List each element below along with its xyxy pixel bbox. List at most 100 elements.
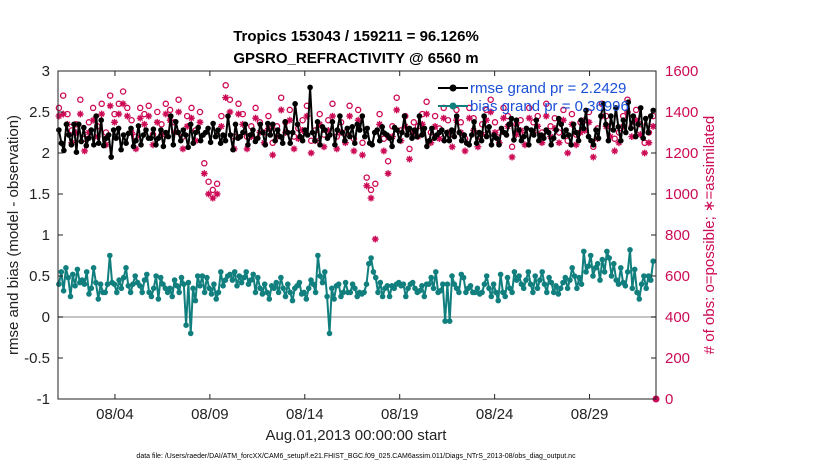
rmse-point bbox=[314, 119, 321, 125]
bias-point bbox=[442, 318, 448, 324]
left-tick-label: 1.5 bbox=[29, 186, 50, 203]
rmse-point bbox=[332, 142, 338, 148]
bias-point bbox=[493, 289, 499, 296]
obs-possible-marker bbox=[196, 108, 204, 116]
rmse-point bbox=[630, 113, 637, 119]
bias-point bbox=[63, 265, 69, 271]
obs-assimilated-marker bbox=[376, 120, 383, 128]
rmse-point bbox=[73, 149, 80, 155]
rmse-point bbox=[173, 119, 179, 125]
bias-point bbox=[631, 266, 638, 273]
bias-point bbox=[504, 274, 511, 281]
right-tick-label: 1400 bbox=[665, 104, 698, 121]
bias-point bbox=[123, 265, 129, 271]
rmse-point bbox=[222, 137, 229, 144]
rmse-point bbox=[337, 113, 343, 119]
bias-point bbox=[194, 273, 201, 279]
obs-assimilated-marker bbox=[162, 110, 170, 118]
rmse-point bbox=[444, 129, 450, 136]
rmse-point bbox=[240, 129, 246, 136]
rmse-point bbox=[125, 130, 132, 137]
rmse-point bbox=[217, 140, 224, 146]
legend-bias-label: bias grand pr = 0.36996 bbox=[470, 98, 629, 115]
rmse-point bbox=[411, 127, 418, 133]
x-tick-label: 08/19 bbox=[381, 406, 419, 423]
bias-point bbox=[264, 289, 270, 296]
bias-point bbox=[532, 273, 538, 279]
bias-point bbox=[412, 285, 418, 292]
bias-point bbox=[483, 273, 490, 279]
bias-point bbox=[428, 274, 435, 281]
bias-point bbox=[516, 273, 522, 279]
bias-point bbox=[144, 271, 150, 278]
rmse-point bbox=[170, 142, 177, 148]
rmse-point bbox=[615, 124, 622, 130]
bias-point bbox=[550, 289, 557, 296]
bias-point bbox=[88, 285, 95, 292]
bias-point bbox=[486, 285, 492, 292]
obs-possible-marker bbox=[252, 104, 259, 112]
rmse-point bbox=[568, 142, 574, 148]
bias-point bbox=[419, 283, 425, 289]
bias-point bbox=[502, 293, 509, 300]
rmse-point bbox=[215, 127, 221, 133]
rmse-point bbox=[399, 129, 405, 136]
rmse-point bbox=[339, 129, 346, 136]
rmse-point bbox=[88, 127, 95, 133]
obs-possible-marker bbox=[124, 104, 131, 112]
obs-possible-marker bbox=[59, 92, 67, 99]
rmse-point bbox=[632, 133, 639, 140]
obs-possible-marker bbox=[235, 100, 242, 108]
bias-point bbox=[238, 279, 245, 286]
rmse-point bbox=[618, 137, 624, 144]
rmse-point bbox=[123, 140, 129, 146]
bias-point bbox=[289, 297, 296, 304]
bias-point bbox=[252, 289, 259, 296]
bias-point bbox=[215, 289, 222, 296]
bias-point bbox=[368, 255, 374, 261]
rmse-point bbox=[585, 133, 592, 140]
obs-possible-marker bbox=[222, 82, 229, 89]
bias-point bbox=[95, 296, 102, 302]
bias-point bbox=[273, 279, 280, 286]
rmse-point bbox=[553, 127, 559, 133]
rmse-point bbox=[133, 137, 139, 144]
obs-assimilated-marker bbox=[136, 114, 144, 122]
rmse-point bbox=[195, 124, 201, 131]
rmse-point bbox=[531, 132, 537, 138]
bias-point bbox=[208, 291, 215, 297]
rmse-point bbox=[98, 117, 104, 123]
rmse-point bbox=[329, 119, 336, 125]
obs-possible-marker bbox=[55, 104, 63, 112]
rmse-point bbox=[401, 113, 408, 119]
obs-assimilated-marker bbox=[589, 153, 597, 161]
obs-possible-marker bbox=[372, 180, 379, 188]
bias-point bbox=[581, 248, 587, 255]
rmse-point bbox=[287, 140, 294, 146]
rmse-point bbox=[528, 127, 535, 133]
bias-point bbox=[449, 273, 455, 279]
rmse-point bbox=[299, 137, 306, 144]
rmse-point bbox=[113, 135, 119, 141]
rmse-point bbox=[205, 125, 211, 132]
rmse-point bbox=[421, 125, 428, 132]
bias-point bbox=[379, 293, 386, 300]
rmse-point bbox=[61, 147, 67, 154]
rmse-point bbox=[396, 137, 403, 144]
rmse-point bbox=[100, 142, 107, 149]
bias-point bbox=[275, 289, 282, 296]
rmse-point bbox=[272, 137, 279, 144]
rmse-point bbox=[270, 121, 276, 128]
bias-point bbox=[104, 281, 111, 288]
bias-point bbox=[296, 279, 303, 286]
bias-point bbox=[229, 277, 236, 283]
bias-point bbox=[430, 285, 437, 292]
bias-point bbox=[329, 285, 335, 292]
obs-possible-marker bbox=[384, 157, 392, 165]
rmse-point bbox=[536, 137, 542, 144]
bias-point bbox=[544, 289, 550, 296]
obs-assimilated-marker bbox=[354, 116, 362, 124]
rmse-point bbox=[302, 127, 308, 133]
obs-assimilated-marker bbox=[525, 114, 533, 122]
obs-possible-marker bbox=[119, 88, 127, 95]
